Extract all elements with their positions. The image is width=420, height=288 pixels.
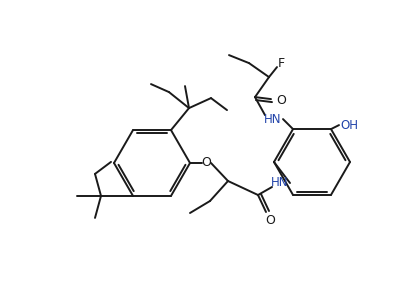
Text: HN: HN	[271, 177, 289, 190]
Text: O: O	[276, 94, 286, 107]
Text: O: O	[201, 156, 211, 170]
Text: O: O	[265, 213, 275, 226]
Text: OH: OH	[340, 119, 358, 132]
Text: F: F	[278, 56, 285, 70]
Text: HN: HN	[264, 113, 282, 126]
